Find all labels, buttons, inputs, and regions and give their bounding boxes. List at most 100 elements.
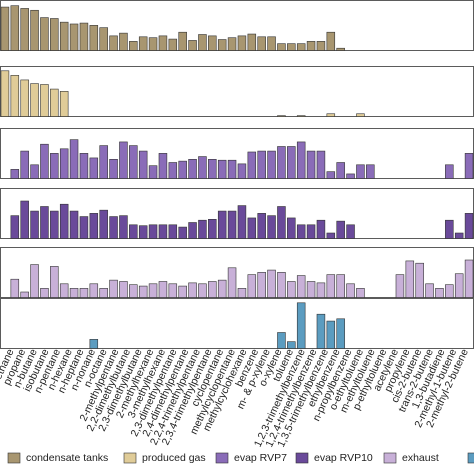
bar <box>50 88 59 117</box>
bar <box>30 83 39 117</box>
bar <box>158 281 168 298</box>
bar <box>158 35 168 51</box>
bar <box>89 283 99 298</box>
bar <box>30 210 39 239</box>
bar <box>178 226 187 239</box>
bar <box>217 159 227 179</box>
bar <box>188 40 197 51</box>
bar <box>464 259 474 298</box>
legend-swatch <box>295 452 309 464</box>
legend-swatch <box>215 452 229 464</box>
bar <box>287 43 296 51</box>
bar <box>277 332 286 349</box>
bar <box>119 141 128 179</box>
bar <box>405 260 415 298</box>
bar <box>109 216 118 239</box>
bar <box>178 285 187 298</box>
bar <box>99 209 108 239</box>
bar <box>267 215 276 239</box>
bar <box>326 232 336 239</box>
bar <box>296 224 306 239</box>
bar <box>267 36 276 51</box>
bar <box>79 288 89 298</box>
legend-swatch <box>383 452 397 464</box>
bar <box>435 288 444 298</box>
bar <box>89 339 99 349</box>
bar <box>69 23 79 51</box>
bar <box>425 283 434 298</box>
bar <box>356 113 365 117</box>
bar <box>188 282 197 298</box>
bar <box>208 35 217 51</box>
bar <box>109 279 118 298</box>
bar <box>188 222 197 239</box>
bar <box>336 274 345 298</box>
bar <box>79 22 89 51</box>
bar <box>316 282 326 298</box>
bar <box>59 91 69 117</box>
bar <box>277 115 286 117</box>
bar <box>464 213 474 239</box>
legend: condensate tanks produced gas evap RVP7 eva… <box>7 452 474 464</box>
bar <box>69 288 79 298</box>
legend-label: produced gas <box>142 452 206 464</box>
bar <box>326 274 336 298</box>
bar <box>0 70 10 117</box>
bar <box>336 220 345 239</box>
bar <box>89 213 99 239</box>
bar <box>296 275 306 298</box>
bar <box>217 279 227 298</box>
bar <box>138 225 148 239</box>
bar <box>40 143 49 179</box>
bar <box>30 164 39 179</box>
bar <box>445 164 454 179</box>
bar <box>178 31 187 51</box>
bar <box>129 41 138 51</box>
bar <box>296 43 306 51</box>
bar <box>267 150 276 179</box>
bar <box>20 150 29 179</box>
bar <box>316 219 326 239</box>
bar <box>257 150 266 179</box>
bar <box>59 283 69 298</box>
bar <box>30 9 39 51</box>
bar <box>148 224 158 239</box>
chart-panels <box>0 0 474 349</box>
bar <box>208 219 217 239</box>
bar <box>158 224 168 239</box>
bar <box>356 164 365 179</box>
bar <box>69 139 79 179</box>
bar <box>257 36 266 51</box>
bar <box>50 153 59 179</box>
legend-swatch <box>123 452 137 464</box>
panel-frame <box>0 298 474 349</box>
bar <box>237 35 247 51</box>
bar <box>148 283 158 298</box>
bar <box>277 43 286 51</box>
bar <box>50 210 59 239</box>
bar <box>59 203 69 239</box>
bar <box>326 113 336 117</box>
bar <box>227 159 237 179</box>
bar <box>20 291 29 298</box>
bar <box>316 41 326 51</box>
legend-label: evap RVP7 <box>234 452 287 464</box>
bar <box>346 224 355 239</box>
bar <box>247 151 257 179</box>
bar <box>188 159 197 179</box>
bar <box>129 145 138 179</box>
bar <box>247 33 257 51</box>
bar <box>138 36 148 51</box>
bar <box>10 5 20 51</box>
bar <box>287 146 296 179</box>
panel-1 <box>0 0 474 51</box>
bar <box>40 17 49 51</box>
bar <box>287 341 296 349</box>
bar <box>316 313 326 349</box>
legend-swatch <box>467 452 474 464</box>
bar <box>0 6 10 51</box>
bar <box>454 273 464 298</box>
bar <box>356 288 365 298</box>
bar <box>178 160 187 179</box>
bar <box>198 34 207 51</box>
